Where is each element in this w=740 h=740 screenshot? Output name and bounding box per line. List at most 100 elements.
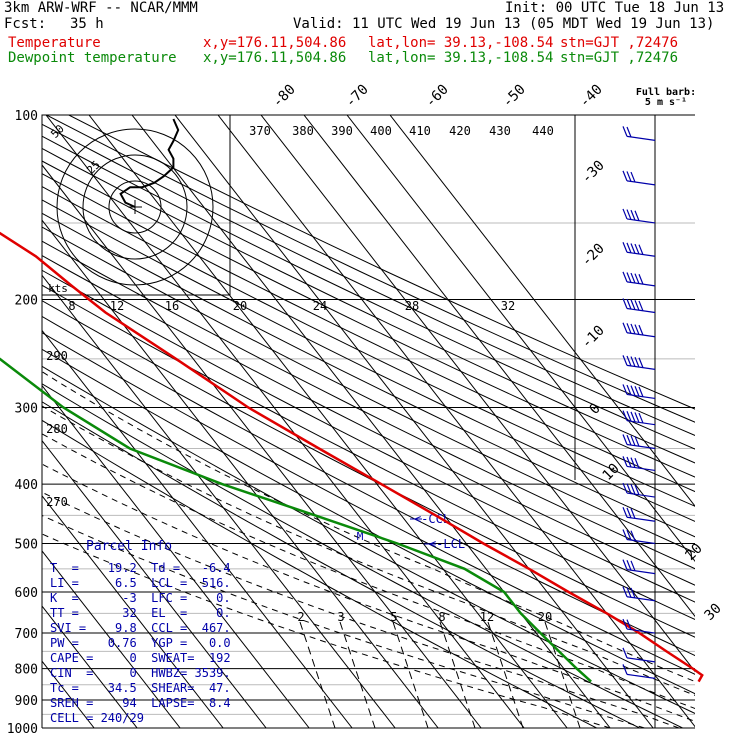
hodo-speed-label: 24 <box>313 299 327 313</box>
wind-barb-flag <box>622 126 628 137</box>
wind-barb-flag <box>622 456 628 467</box>
wind-barb-flag <box>630 508 636 519</box>
wind-barb <box>622 507 656 522</box>
wind-barb-flag <box>630 272 636 284</box>
hodo-speed-label: 8 <box>68 299 75 313</box>
wind-barb-staff <box>626 135 656 141</box>
isotherm-line <box>346 115 695 562</box>
wind-barb-flag <box>638 324 644 336</box>
isotherm-line <box>42 439 267 728</box>
wind-barb-flag <box>626 126 632 138</box>
wind-barb-staff <box>626 465 656 472</box>
wind-barb-staff <box>626 332 656 338</box>
pressure-label: 700 <box>15 627 38 642</box>
pressure-label: 1000 <box>7 722 38 737</box>
wind-barb-flag <box>622 647 628 659</box>
wind-barb-flag <box>634 300 640 311</box>
dewpoint-line-latlon: lat,lon= 39.13,-108.54 <box>368 50 554 66</box>
isotherm-label: -80 <box>270 82 299 111</box>
isotherm-line <box>42 550 181 728</box>
wind-barb-flag <box>630 560 636 572</box>
wind-barb-flag <box>626 384 632 396</box>
hodograph-ring <box>56 128 214 286</box>
hodo-speed-label: 32 <box>501 299 515 313</box>
mixing-ratio-label: 12 <box>480 610 494 624</box>
theta-label: 380 <box>292 124 314 138</box>
isotherm-line <box>131 115 611 728</box>
isotherm-line <box>88 115 568 728</box>
theta-left-label: 290 <box>46 349 68 363</box>
pressure-label: 200 <box>15 294 38 309</box>
wind-barb-flag <box>626 434 632 446</box>
mixing-ratio-line <box>439 621 476 728</box>
parcel-marker: M <box>357 530 364 543</box>
wind-barb <box>622 618 656 634</box>
wind-barb-flag <box>626 209 632 220</box>
isotherm-line <box>260 115 695 673</box>
wind-barb-flag <box>622 271 628 283</box>
theta-left-label: 270 <box>46 495 68 509</box>
fcst-label: Fcst: <box>4 16 47 32</box>
wind-barb <box>622 170 656 186</box>
wind-barb-flag <box>630 457 636 468</box>
wind-barb-flag <box>630 385 636 396</box>
hodo-speed-label: 16 <box>165 299 179 313</box>
wind-barb <box>622 126 656 141</box>
wind-barb-flag <box>630 209 636 221</box>
wind-barb-flag <box>630 587 636 599</box>
hodograph-trace <box>119 118 180 208</box>
wind-barb <box>622 355 656 370</box>
isotherm-label: -20 <box>579 241 608 270</box>
theta-label: 370 <box>249 124 271 138</box>
wind-barb-staff <box>626 281 656 287</box>
wind-barb-flag <box>622 507 628 518</box>
dry-adiabat-line <box>42 240 695 570</box>
isotherm-line <box>42 329 353 728</box>
wind-barb-flag <box>634 243 640 255</box>
wind-barb-staff <box>626 657 656 663</box>
wind-barb-flag <box>634 210 640 221</box>
wind-barb-flag <box>622 618 628 630</box>
full-barb-legend: Full barb: <box>636 87 696 98</box>
wind-barb-flag <box>630 435 636 446</box>
dry-adiabat-line <box>42 315 695 657</box>
wind-barb-flag <box>638 412 644 424</box>
parcel-row: CIN = 0 HWBZ= 3539. <box>50 666 231 680</box>
hodo-speed-label: 28 <box>405 299 419 313</box>
wind-barb-flag <box>634 356 640 368</box>
parcel-row: SREH = 94 LAPSE= 8.4 <box>50 696 231 710</box>
mixing-ratio-line <box>487 621 524 728</box>
wind-barb-flag <box>626 560 632 571</box>
isotherm-label: -30 <box>579 158 608 187</box>
dry-adiabat-line <box>46 115 695 423</box>
isotherm-label: -70 <box>343 82 372 111</box>
wind-barb <box>622 456 656 472</box>
parcel-row: K = -3 LFC = 0. <box>50 591 231 605</box>
wind-barb-flag <box>634 324 640 335</box>
wind-barb-staff <box>626 628 656 634</box>
theta-label: 400 <box>370 124 392 138</box>
moist-adiabat-line <box>42 405 695 696</box>
mixing-ratio-label: 20 <box>538 610 552 624</box>
wind-barb-flag <box>626 242 632 254</box>
wind-barb-flag <box>622 559 628 570</box>
wind-barb-flag <box>622 529 628 540</box>
chart-grid <box>41 114 695 729</box>
ccl-label: <-CCL <box>414 512 450 526</box>
wind-barb-flag <box>634 457 640 469</box>
pressure-label: 100 <box>15 109 38 124</box>
wind-barb-flag <box>630 323 636 335</box>
theta-label: 430 <box>489 124 511 138</box>
parcel-row: Tc = 34.5 SHEAR= 47. <box>50 681 231 695</box>
init-time: Init: 00 UTC Tue 18 Jun 13 <box>505 0 725 16</box>
isotherm-line <box>42 605 138 728</box>
pressure-label: 300 <box>15 401 38 416</box>
wind-barb-flag <box>622 355 628 366</box>
isotherm-line <box>42 494 224 728</box>
temperature-profile <box>0 231 704 683</box>
wind-barb <box>622 586 656 602</box>
wind-barb-flag <box>622 664 628 675</box>
wind-barb-flag <box>626 619 632 630</box>
wind-barb-flag <box>638 386 644 398</box>
wind-barb-staff <box>626 569 656 575</box>
